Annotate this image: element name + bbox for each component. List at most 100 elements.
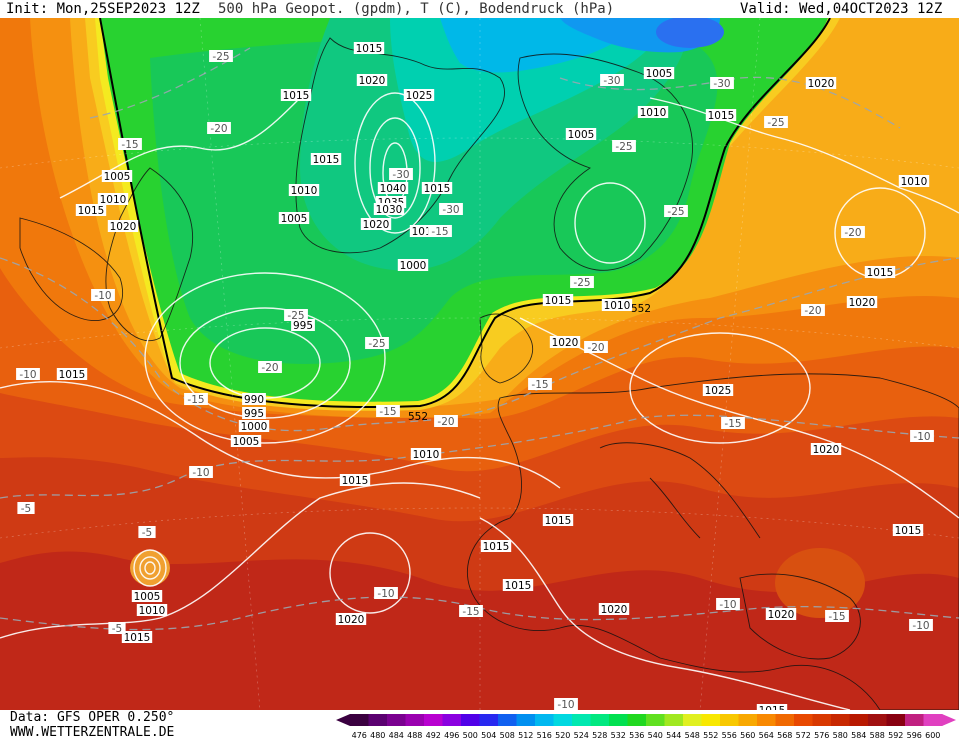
- isobar-label: 1010: [601, 299, 633, 312]
- colorbar-swatch: [664, 714, 684, 726]
- isotherm-label-text: -25: [615, 141, 632, 153]
- coastlines: [19, 37, 959, 710]
- isobar-label-box: [288, 184, 320, 196]
- isobar-label-text: 1010: [640, 107, 667, 119]
- colorbar-tick-label: 528: [592, 731, 607, 740]
- isobar-label: 1015: [542, 294, 574, 307]
- isotherm-label: -20: [434, 415, 458, 428]
- colorbar-tick-label: 576: [814, 731, 829, 740]
- colorbar-tick-label: 552: [703, 731, 718, 740]
- isotherm-label: -10: [716, 598, 740, 611]
- isotherm-label-box: [664, 205, 688, 217]
- isobar-label-box: [278, 212, 310, 224]
- colorbar-tick-label: 516: [537, 731, 552, 740]
- isobar-label-box: [310, 153, 342, 165]
- isobar-label: 1000: [238, 420, 270, 433]
- isotherm-label-text: -25: [767, 117, 784, 129]
- isotherm-label-box: [209, 50, 233, 62]
- isobar-label: 1020: [765, 608, 797, 621]
- isobar-label-text: 1000: [241, 421, 268, 433]
- isobar-label: 990: [242, 393, 266, 406]
- isotherm-label-text: -25: [667, 206, 684, 218]
- isotherm-label-box: [721, 417, 745, 429]
- colorbar-swatch: [868, 714, 887, 726]
- colorbar-tick-label: 536: [629, 731, 644, 740]
- isobar-label-text: 1010: [413, 449, 440, 461]
- isotherm-label-box: [284, 309, 308, 321]
- isobar-label: 1005: [230, 435, 262, 448]
- isotherm-label-text: -15: [462, 606, 479, 618]
- colorbar-swatch: [516, 714, 536, 726]
- isobar-label-box: [291, 319, 315, 331]
- isobar-label: 1005: [565, 128, 597, 141]
- isobar-label-box: [136, 604, 168, 616]
- isotherm-label-text: -10: [377, 588, 394, 600]
- isobar-label-box: [101, 170, 133, 182]
- isobar-label-text: 995: [293, 320, 313, 332]
- isotherm-label: -15: [459, 605, 483, 618]
- isobar-label-text: 1010: [139, 605, 166, 617]
- isobar-label-text: 1015: [59, 369, 86, 381]
- isobar-label: 1015: [756, 704, 788, 710]
- isotherm-label-box: [554, 698, 578, 710]
- isobar-label-text: 1030: [376, 204, 403, 216]
- isobar-label-text: 1010: [901, 176, 928, 188]
- isobar-label-text: 1015: [283, 90, 310, 102]
- isotherm-label-text: -25: [287, 310, 304, 322]
- map-title: 500 hPa Geopot. (gpdm), T (C), Bodendruc…: [218, 1, 615, 17]
- colorbar-tick-label: 572: [796, 731, 811, 740]
- isotherm-label-box: [459, 605, 483, 617]
- isobar-label-text: 1005: [281, 213, 308, 225]
- header-bar: Init: Mon,25SEP2023 12Z 500 hPa Geopot. …: [0, 0, 959, 18]
- isobar-label-text: 1020: [338, 614, 365, 626]
- isobar-label: 1020: [810, 443, 842, 456]
- isobar-label-box: [56, 368, 88, 380]
- colorbar-tick-label: 500: [463, 731, 478, 740]
- isobar-label-box: [805, 77, 837, 89]
- isotherm-label-text: -10: [94, 290, 111, 302]
- colorbar-swatch: [701, 714, 721, 726]
- colorbar-swatch: [683, 714, 702, 726]
- isotherm-label: -5: [17, 502, 35, 515]
- contour-552-labels-layer: 552 552: [408, 303, 651, 423]
- isobar-label-box: [238, 420, 270, 432]
- colorbar-swatch: [368, 714, 388, 726]
- isotherm-label: -25: [570, 276, 594, 289]
- isotherm-label: -10: [554, 698, 578, 710]
- isobar-label-box: [601, 299, 633, 311]
- isobar-label-text: 1010: [604, 300, 631, 312]
- isobar-label: 1025: [702, 384, 734, 397]
- colorbar-tick-label: 588: [870, 731, 885, 740]
- isotherm-label: -25: [664, 205, 688, 218]
- isotherm-label-box: [428, 225, 452, 237]
- colorbar-tick-label: 496: [444, 731, 459, 740]
- isobar-label-box: [542, 514, 574, 526]
- isobar-label-box: [97, 193, 129, 205]
- isotherm-label-box: [528, 378, 552, 390]
- isotherm-label-box: [17, 502, 35, 514]
- colorbar-swatch: [757, 714, 776, 726]
- colorbar-swatch: [646, 714, 665, 726]
- isobar-label: 1015: [421, 182, 453, 195]
- isotherm-label-text: -10: [19, 369, 36, 381]
- colorbar-tick-label: 568: [777, 731, 792, 740]
- colorbar-swatch: [738, 714, 758, 726]
- isobar-label-text: 1015: [708, 110, 735, 122]
- isobar-label-text: 1015: [759, 705, 786, 710]
- colorbar-tick-label: 476: [352, 731, 367, 740]
- isotherm-label-box: [801, 304, 825, 316]
- isotherm-label: -15: [721, 417, 745, 430]
- isobars: [0, 92, 959, 710]
- colorbar-swatch: [720, 714, 739, 726]
- isotherm-label: -10: [374, 587, 398, 600]
- isobar-label-text: 1015: [124, 632, 151, 644]
- isobar-label-box: [756, 704, 788, 710]
- isotherm-label-text: -10: [557, 699, 574, 710]
- isobar-label-text: 1015: [356, 43, 383, 55]
- isobar-label-box: [480, 540, 512, 552]
- contour-552-line: [99, 18, 831, 409]
- isobar-label-box: [242, 407, 266, 419]
- isobar-label-box: [373, 203, 405, 215]
- isobar-label-text: 1020: [359, 75, 386, 87]
- isotherm-label-box: [716, 598, 740, 610]
